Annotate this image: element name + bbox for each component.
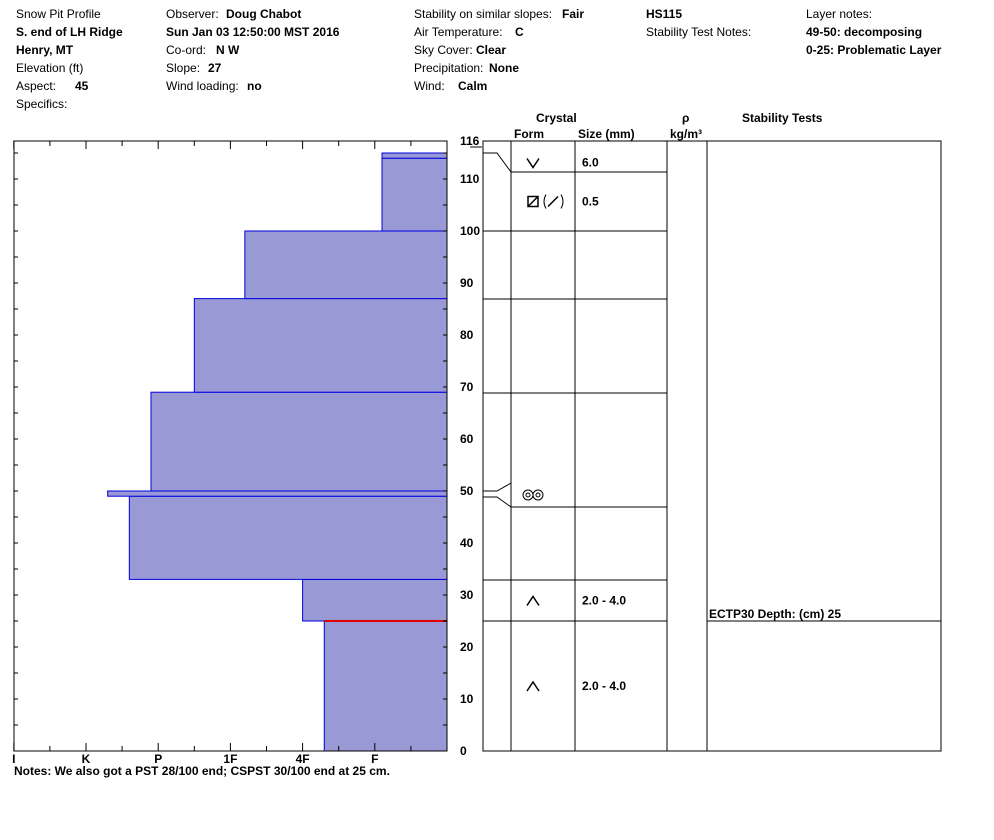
- crystal-size: 6.0: [582, 156, 599, 170]
- coord-label: Co-ord:: [166, 43, 207, 57]
- hardness-bar: [323, 620, 448, 752]
- hardness-bar: [302, 578, 448, 622]
- depth-label: 50: [460, 484, 474, 498]
- depth-hoar-icon: [526, 680, 540, 692]
- aspect-label: Aspect:: [16, 79, 57, 93]
- crystal-header: Crystal: [536, 111, 577, 125]
- hardness-label: 4F: [296, 752, 310, 766]
- stability-tests-header: Stability Tests: [742, 111, 823, 125]
- hardness-label: F: [371, 752, 378, 766]
- notes-text: Notes: We also got a PST 28/100 end; CSP…: [14, 764, 390, 778]
- datetime: Sun Jan 03 12:50:00 MST 2016: [166, 25, 340, 39]
- wind-label: Wind:: [414, 79, 445, 93]
- depth-label: 80: [460, 328, 474, 342]
- depth-hoar-icon: [526, 595, 540, 606]
- hardness-bar: [193, 298, 448, 393]
- hardness-label: K: [82, 752, 91, 766]
- depth-label: 40: [460, 536, 474, 550]
- stability-label: Stability on similar slopes:: [414, 7, 553, 21]
- depth-label: 90: [460, 276, 474, 290]
- layer-notes-label: Layer notes:: [806, 7, 873, 21]
- hardness-label: P: [154, 752, 162, 766]
- aspect-value: 45: [75, 79, 89, 93]
- hardness-label: I: [12, 752, 15, 766]
- crystal-size: 2.0 - 4.0: [582, 594, 626, 608]
- depth-label: 0: [460, 744, 467, 758]
- size-header: Size (mm): [578, 127, 635, 141]
- precip-label: Precipitation:: [414, 61, 484, 75]
- depth-label: 60: [460, 432, 474, 446]
- stability-value: Fair: [562, 7, 585, 21]
- coord-value: N W: [216, 43, 240, 57]
- sky-label: Sky Cover:: [414, 43, 473, 57]
- faceted-rounded-icon: [527, 194, 564, 209]
- surface-hoar-icon: [526, 158, 540, 169]
- depth-label: 110: [460, 172, 480, 186]
- rho-header: ρ: [682, 111, 690, 125]
- stability-notes-label: Stability Test Notes:: [646, 25, 752, 39]
- hardness-bar: [381, 152, 448, 159]
- depth-label: 116: [460, 134, 480, 148]
- layer-note-2: 0-25: Problematic Layer: [806, 43, 942, 57]
- depth-label: 30: [460, 588, 474, 602]
- stability-test-label: ECTP30 Depth: (cm) 25: [709, 607, 841, 621]
- slope-label: Slope:: [166, 61, 201, 75]
- table-frame: [482, 140, 942, 752]
- depth-label: 70: [460, 380, 474, 394]
- crystal-size: 0.5: [582, 195, 599, 209]
- hardness-bar: [244, 230, 448, 300]
- depth-label: 10: [460, 692, 474, 706]
- elevation-label: Elevation (ft): [16, 61, 84, 75]
- layer-connector: [483, 496, 512, 508]
- location: S. end of LH Ridge: [16, 25, 123, 39]
- profile-title: Snow Pit Profile: [16, 7, 101, 21]
- layer-connector: [483, 482, 512, 492]
- observer-label: Observer:: [166, 7, 219, 21]
- hardness-bar: [381, 157, 448, 232]
- air-temp-value: C: [515, 25, 524, 39]
- wind-value: Calm: [458, 79, 488, 93]
- hardness-bar: [150, 391, 448, 492]
- wind-loading-label: Wind loading:: [166, 79, 239, 93]
- form-header: Form: [514, 127, 544, 141]
- hardness-profile: I K P 1F 4F F: [12, 140, 448, 766]
- precip-value: None: [489, 61, 519, 75]
- rho-unit-header: kg/m³: [670, 127, 703, 141]
- crystal-size: 2.0 - 4.0: [582, 679, 626, 693]
- depth-label: 20: [460, 640, 474, 654]
- wind-loading-value: no: [247, 79, 262, 93]
- layer-connector: [483, 152, 512, 173]
- crystal-table: 0 10 20 30 40 50 60 70 80 90 100 110 116 6.0 0.5 2.0 - …: [460, 134, 942, 758]
- slope-value: 27: [208, 61, 222, 75]
- melt-forms-icon: [522, 489, 544, 501]
- air-temp-label: Air Temperature:: [414, 25, 503, 39]
- region: Henry, MT: [16, 43, 74, 57]
- observer-value: Doug Chabot: [226, 7, 302, 21]
- layer-note-1: 49-50: decomposing: [806, 25, 923, 39]
- hardness-label: 1F: [223, 752, 237, 766]
- sky-value: Clear: [476, 43, 507, 57]
- specifics-label: Specifics:: [16, 97, 68, 111]
- hs-value: HS115: [646, 7, 683, 21]
- hardness-bar: [107, 490, 448, 497]
- hardness-bar: [128, 495, 448, 580]
- depth-label: 100: [460, 224, 480, 238]
